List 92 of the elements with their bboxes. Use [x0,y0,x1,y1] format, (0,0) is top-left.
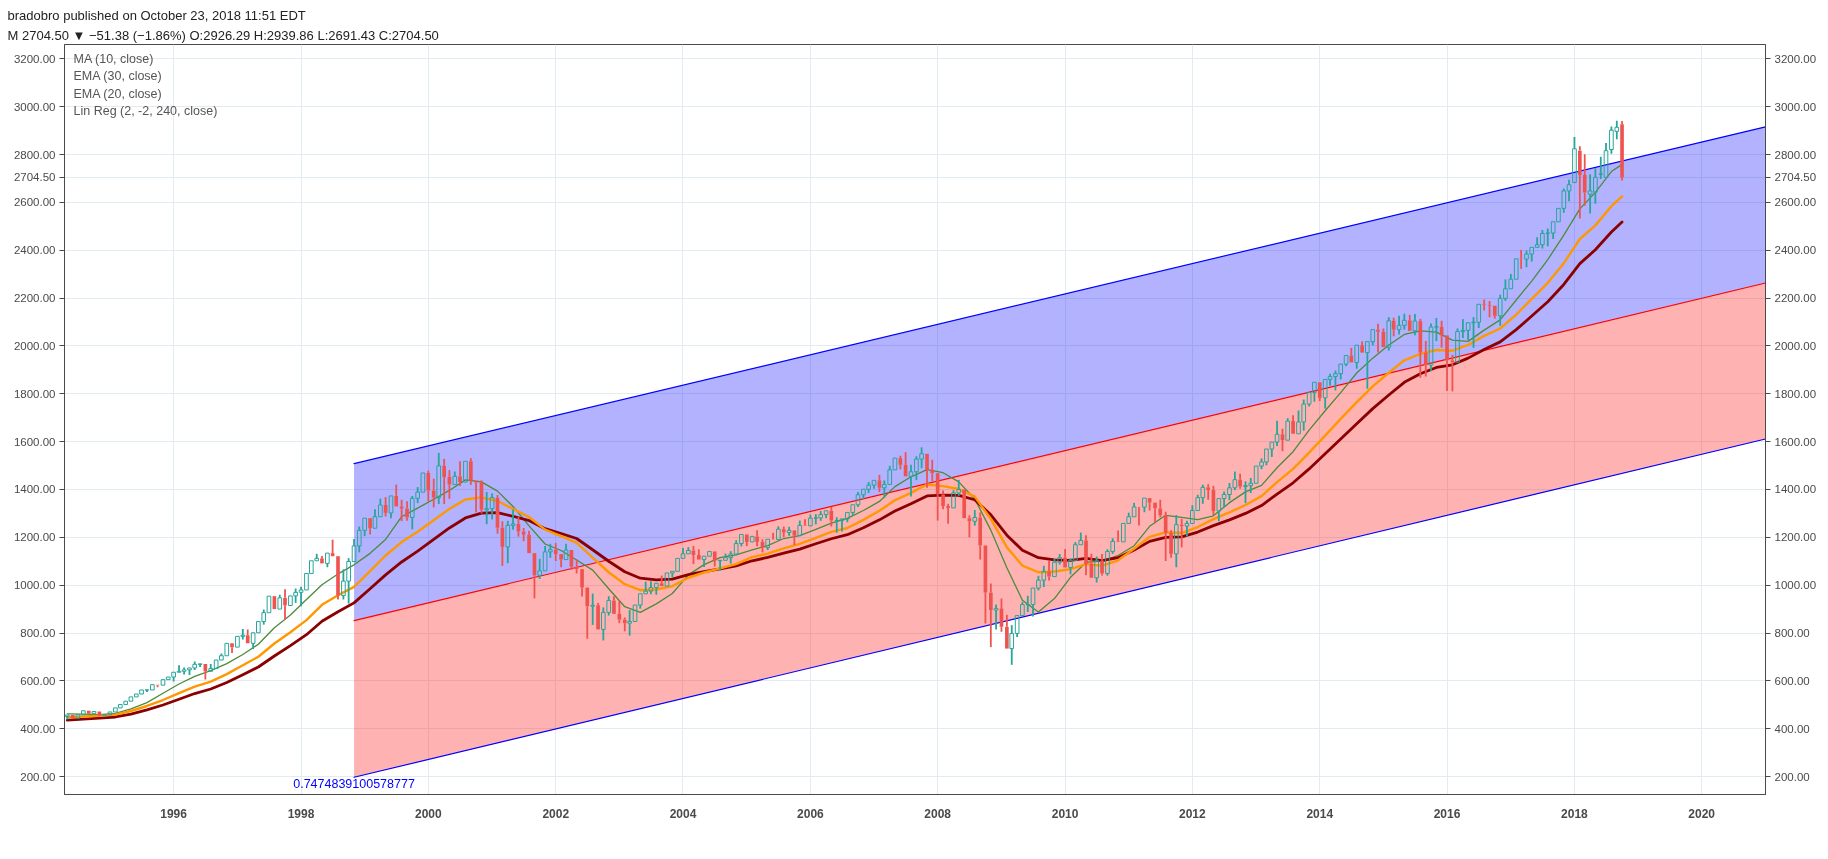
y2-tick-label: 3200.00 [1774,52,1817,65]
candlestick [941,489,945,511]
y-tick-label: 2704.50 [13,171,56,184]
candlestick [442,457,446,505]
candlestick [458,460,462,487]
y2-tick-label: 3000.00 [1774,100,1817,113]
y2-tick-label: 400.00 [1774,722,1810,735]
x-tick-label: 2020 [1688,806,1716,821]
candlestick [426,469,431,503]
candlestick [1376,322,1380,354]
candlestick [989,582,993,649]
y-tick-label: 200.00 [20,770,56,783]
y-tick-label: 1000.00 [13,579,56,592]
y2-tick-label: 1600.00 [1774,435,1817,448]
candlestick [1163,510,1168,562]
candlestick [469,457,473,486]
candlestick [1391,316,1396,338]
candlestick [1169,529,1173,559]
y-tick-label: 800.00 [20,627,56,640]
y2-tick-label: 1400.00 [1774,483,1817,496]
candlestick [1386,316,1392,352]
candlestick [553,542,558,562]
annotation: EMA (30, close) [73,69,162,83]
y2-tick-label: 2600.00 [1774,196,1817,209]
candlestick [930,458,935,482]
candlestick [283,588,287,621]
candlestick [436,451,442,505]
chart-subtitle: M 2704.50 ▼ −51.38 (−1.86%) O:2926.29 H:2939.86 L:2691.43 C:2704.50 [7,27,439,43]
candlestick [1412,313,1418,337]
y2-tick-label: 1000.00 [1774,579,1817,592]
y-tick-label: 1600.00 [13,435,56,448]
x-tick-label: 2016 [1433,806,1461,821]
y-tick-label: 2200.00 [13,292,56,305]
candlestick [978,511,983,561]
y-tick-label: 600.00 [20,674,56,687]
x-tick-label: 2012 [1178,806,1207,821]
y-tick-label: 2800.00 [13,148,56,161]
y-tick-label: 2400.00 [13,244,56,257]
candlestick [1206,483,1211,501]
x-tick-label: 2010 [1051,806,1079,821]
candlestick [1084,534,1088,577]
candlestick [1158,498,1163,519]
y2-tick-label: 1200.00 [1774,531,1817,544]
candlestick [755,529,759,548]
y2-tick-label: 800.00 [1774,627,1810,640]
candlestick [405,500,409,522]
y-tick-label: 1800.00 [13,387,56,400]
y2-tick-label: 2800.00 [1774,148,1817,161]
x-tick-label: 2008 [924,806,952,821]
y-tick-label: 3000.00 [13,100,56,113]
candlestick [829,506,834,528]
candlestick [1401,312,1407,331]
x-tick-label: 2014 [1306,806,1334,821]
chart-title: bradobro published on October 23, 2018 11:51 EDT [7,7,306,23]
candlestick [431,477,436,509]
x-tick-label: 1998 [287,806,315,821]
y2-tick-label: 600.00 [1774,674,1810,687]
y-tick-label: 2000.00 [13,339,56,352]
annotation: 0.7474839100578777 [293,777,415,792]
candlestick [1578,145,1582,220]
y2-tick-label: 1800.00 [1774,387,1817,400]
x-tick-label: 2000 [414,806,442,821]
candlestick [1094,555,1099,584]
candlestick [786,525,792,537]
annotation: EMA (20, close) [73,86,162,101]
candlestick [1173,514,1179,569]
annotation: Lin Reg (2, -2, 240, close) [73,104,218,118]
candlestick [1238,472,1242,490]
y-tick-label: 3200.00 [13,52,56,65]
x-tick-label: 2006 [797,806,825,821]
x-tick-label: 1996 [160,806,188,821]
y-tick-label: 1400.00 [13,483,56,496]
x-tick-label: 2018 [1561,806,1589,821]
y2-tick-label: 200.00 [1774,770,1810,783]
candlestick [1423,340,1428,378]
candlestick [399,498,404,522]
y-tick-label: 1200.00 [13,531,56,544]
annotation: MA (10, close) [73,51,154,66]
y2-tick-label: 2200.00 [1774,292,1817,305]
y-tick-label: 2600.00 [13,196,56,209]
candlestick [1582,153,1587,207]
candlestick [1100,553,1104,577]
x-tick-label: 2004 [669,806,697,821]
x-tick-label: 2002 [542,806,570,821]
y2-tick-label: 2400.00 [1774,244,1817,257]
candlestick [972,509,978,527]
y2-tick-label: 2000.00 [1774,339,1817,352]
y2-tick-label: 2704.50 [1774,171,1817,184]
candlestick [622,616,627,633]
candlestick [946,502,950,525]
y-tick-label: 400.00 [20,722,56,735]
candlestick [1620,120,1624,182]
